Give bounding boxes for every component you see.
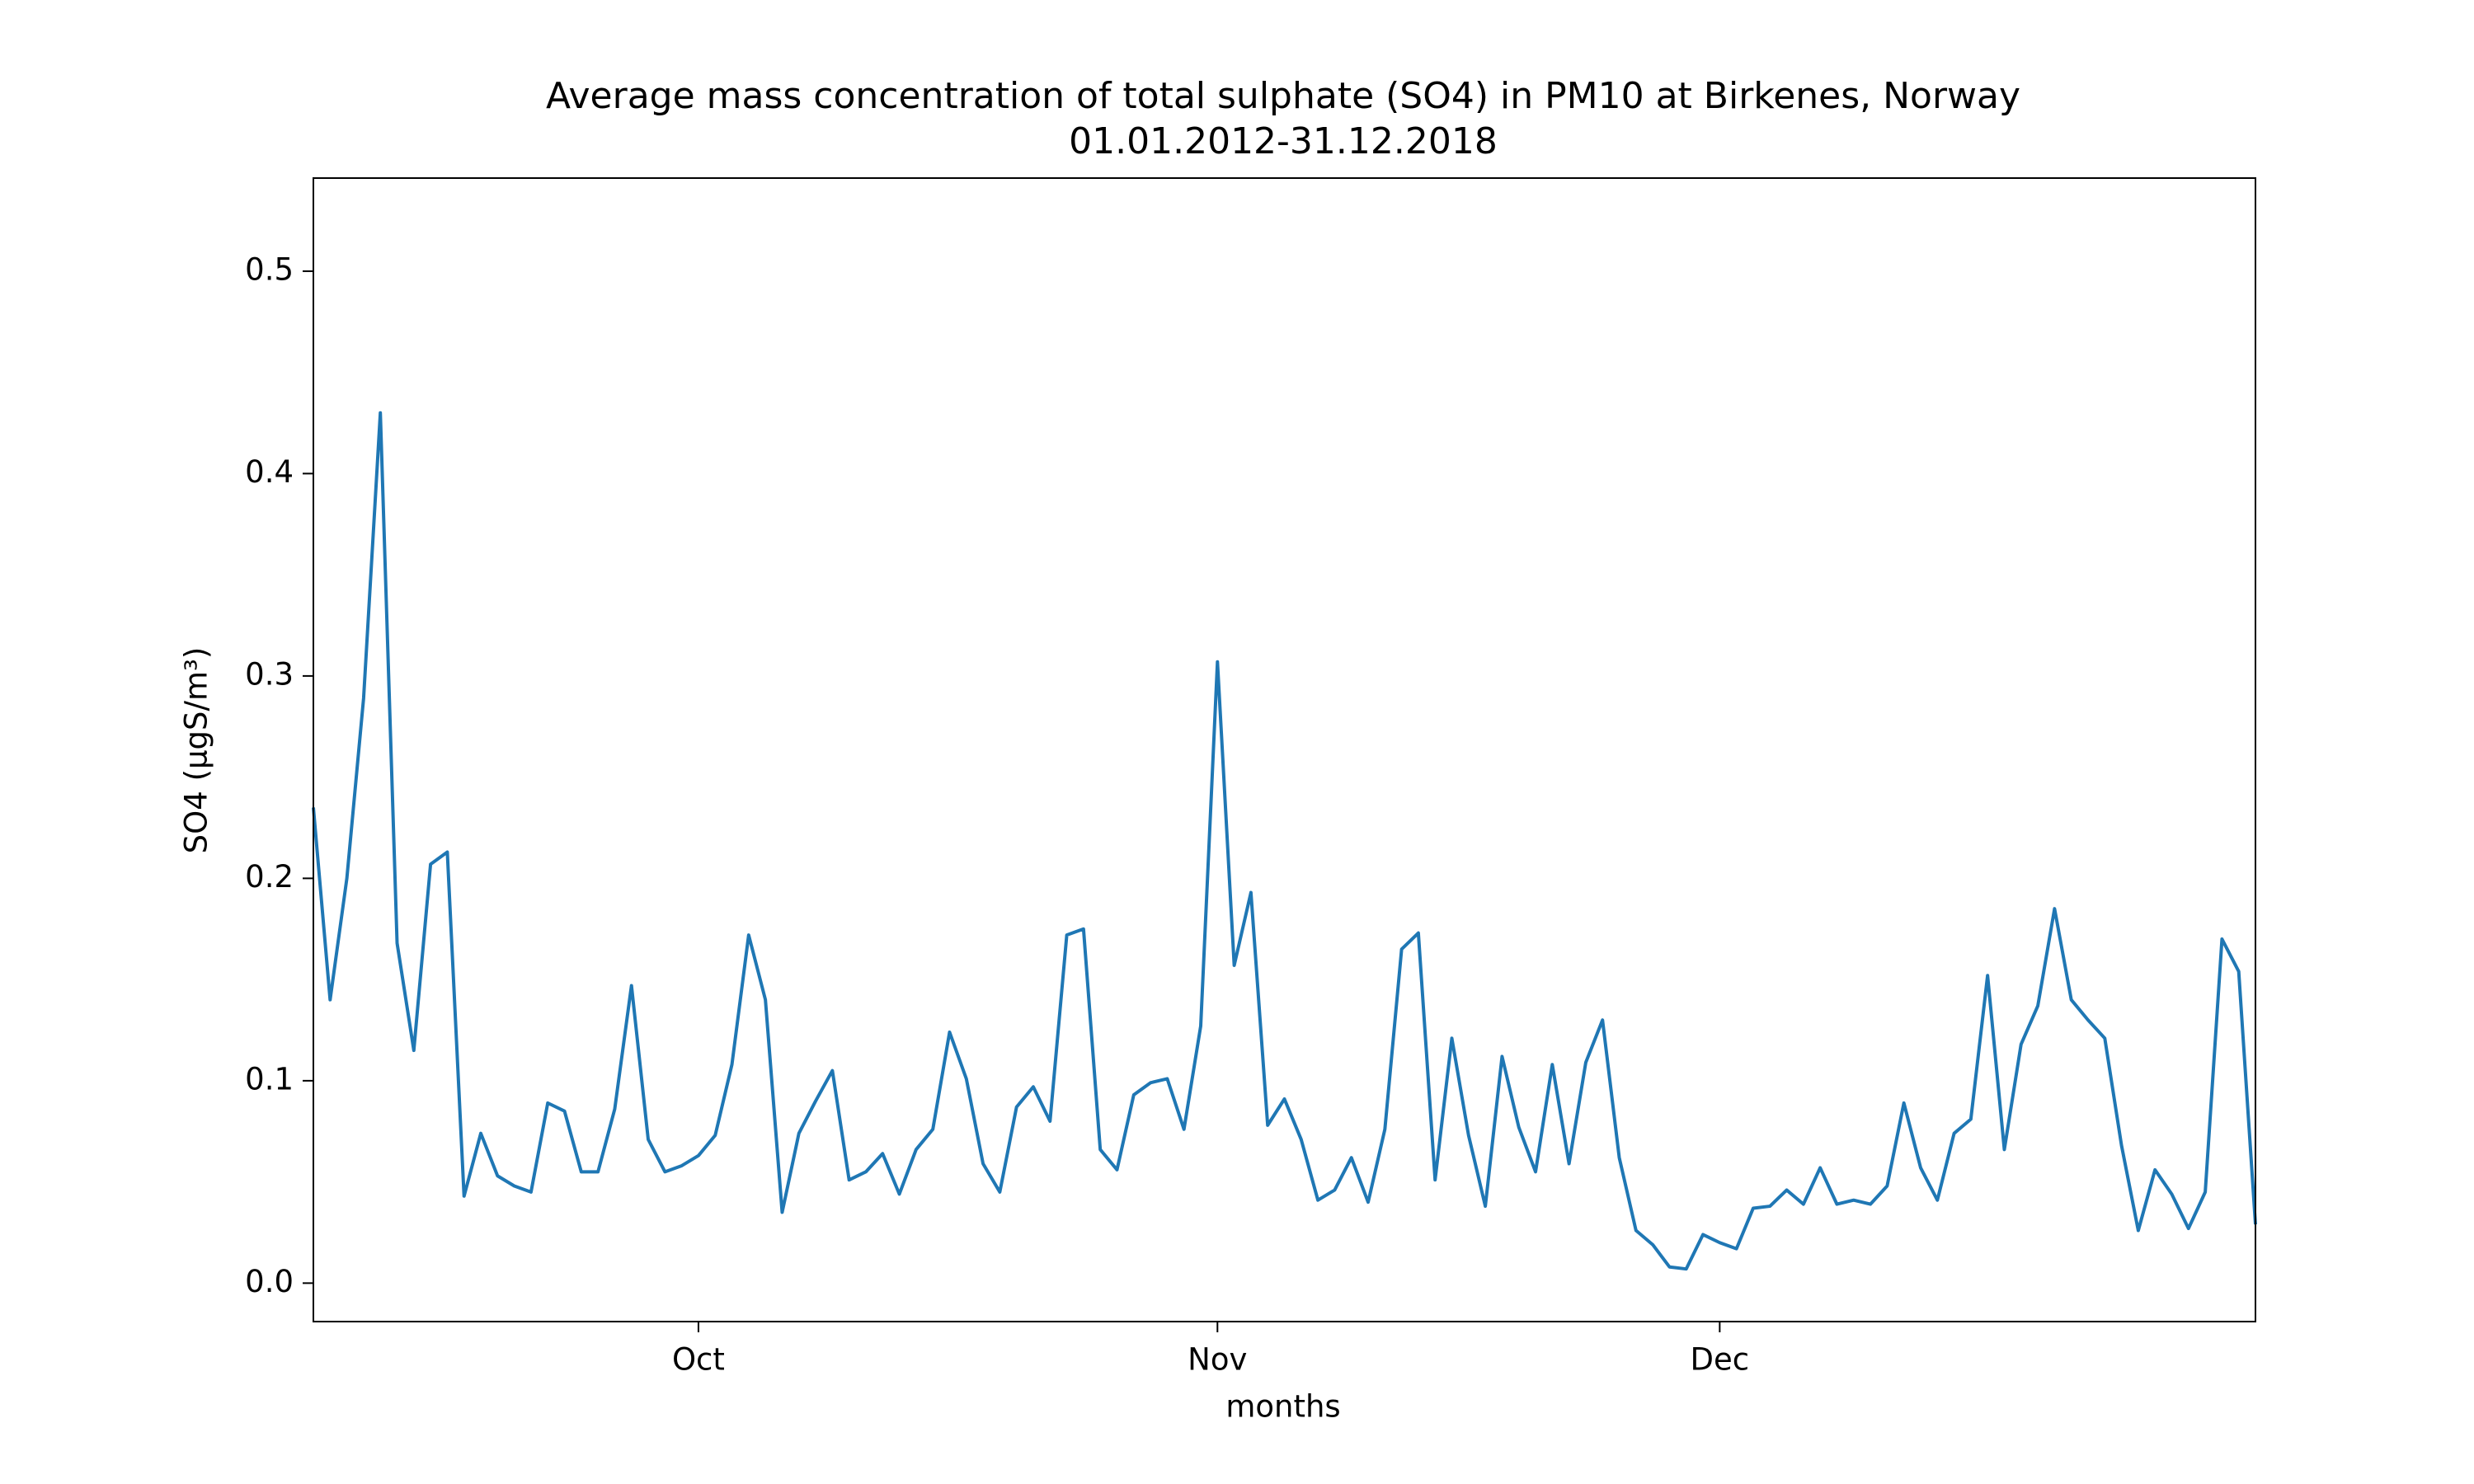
chart-subtitle: 01.01.2012-31.12.2018 — [1069, 120, 1498, 162]
y-tick-label: 0.2 — [245, 859, 294, 895]
y-tick-label: 0.0 — [245, 1264, 294, 1299]
y-axis-label: SO4 (μgS/m³) — [179, 647, 214, 854]
data-line — [312, 411, 2257, 1271]
chart-title: Average mass concentration of total sulp… — [546, 75, 2020, 117]
y-tick-label: 0.1 — [245, 1061, 294, 1097]
x-axis-label: months — [1225, 1389, 1340, 1425]
y-tick-label: 0.3 — [245, 656, 294, 692]
x-tick-label: Dec — [1691, 1342, 1750, 1378]
x-tick-label: Nov — [1188, 1342, 1247, 1378]
y-tick-label: 0.4 — [245, 454, 294, 490]
x-tick-label: Oct — [672, 1342, 725, 1378]
y-tick-label: 0.5 — [245, 251, 294, 287]
plot-frame — [313, 177, 2256, 1322]
